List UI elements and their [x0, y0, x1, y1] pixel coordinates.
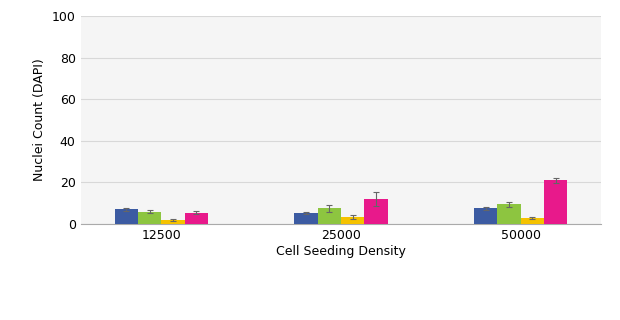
Bar [317, 208, 341, 224]
Bar [544, 180, 567, 224]
Bar [115, 209, 138, 224]
Bar [497, 204, 521, 224]
Bar [185, 212, 208, 224]
Bar [365, 199, 388, 224]
Legend: -FBS -Matrigel, +FBS -Matrigel, -FBS +Matrigel, +FBS +Matrigel: -FBS -Matrigel, +FBS -Matrigel, -FBS +Ma… [143, 316, 539, 320]
Bar [521, 218, 544, 224]
Bar [474, 208, 497, 224]
Bar [138, 212, 161, 224]
Bar [294, 212, 317, 224]
Bar [161, 220, 185, 224]
Y-axis label: Nuclei Count (DAPI): Nuclei Count (DAPI) [33, 59, 46, 181]
Bar [341, 217, 365, 224]
X-axis label: Cell Seeding Density: Cell Seeding Density [276, 244, 406, 258]
